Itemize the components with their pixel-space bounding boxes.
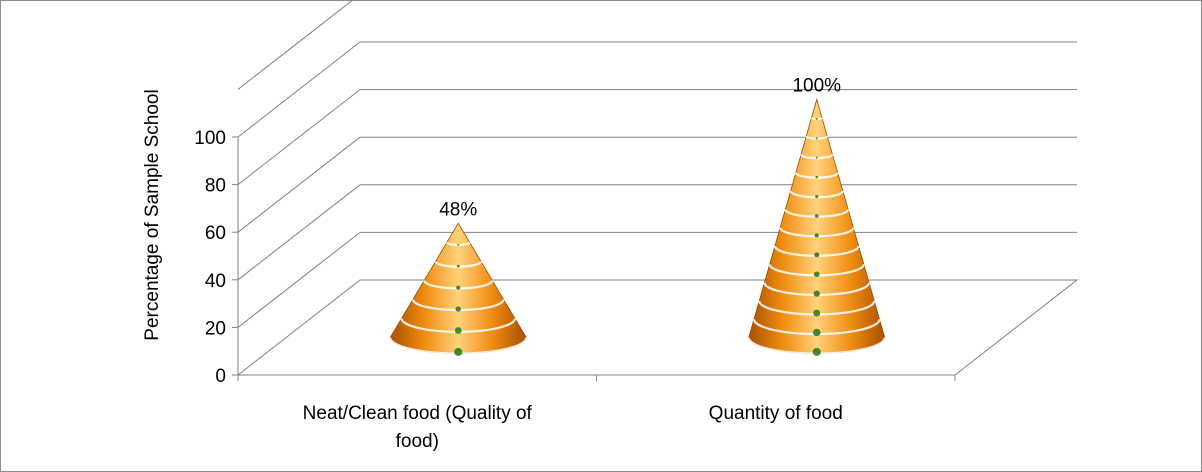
y-tick-label: 0 [215,366,226,387]
y-tick-label: 100 [194,128,226,149]
side-gridline [237,0,354,90]
cones [389,98,886,356]
y-axis-title: Percentage of Sample School [142,89,163,340]
side-gridline [237,232,361,328]
side-gridline [237,184,361,281]
data-label: 100% [792,76,841,97]
gridlines [237,0,1077,328]
data-label: 48% [439,199,477,220]
y-tick-label: 40 [205,271,226,292]
x-category-label: food) [396,431,439,452]
y-tick-label: 60 [205,223,226,244]
cone-bar [747,98,886,356]
x-axis [237,374,956,381]
y-tick-label: 20 [205,318,226,339]
cone-bar [389,222,528,356]
y-tick-label: 80 [205,176,226,197]
chart-walls [237,279,1079,376]
side-gridline [237,136,361,233]
side-gridline [237,89,361,185]
y-axis-ticks: 0 20 40 60 80 100 [194,128,239,387]
side-gridline [237,41,361,138]
x-category-label: Neat/Clean food (Quality of [303,403,533,424]
labels: 48% Neat/Clean food (Quality of food) 100% Q… [303,76,843,453]
x-category-label: Quantity of food [709,403,843,424]
floor-outline [237,279,1079,376]
